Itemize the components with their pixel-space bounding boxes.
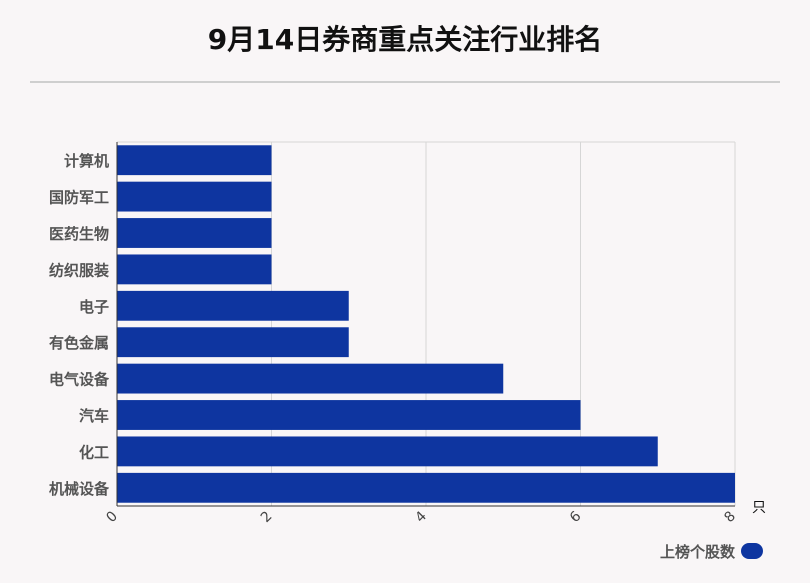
category-label: 计算机 [64,152,109,170]
bar[interactable] [117,436,658,467]
x-tick-label: 6 [567,508,585,526]
category-label: 机械设备 [49,480,110,498]
category-label: 有色金属 [49,334,109,352]
category-label: 化工 [79,443,109,461]
axes [116,142,735,507]
x-tick-label: 2 [258,508,276,526]
bar[interactable] [117,218,272,248]
title-divider [30,81,780,83]
bar[interactable] [117,327,349,358]
x-unit-label: 只 [752,500,766,516]
bar[interactable] [117,400,581,430]
legend-swatch [741,543,764,559]
bar[interactable] [117,290,349,321]
category-label: 电气设备 [49,371,110,389]
bar[interactable] [117,472,735,503]
x-tick-labels: 0 2 4 6 8 [103,508,739,526]
bar[interactable] [117,181,272,212]
bars [117,145,735,503]
category-label: 医药生物 [49,225,109,243]
x-tick-label: 0 [103,508,121,526]
category-label: 国防军工 [49,189,109,207]
bar[interactable] [117,363,504,394]
x-tick-label: 4 [412,508,430,526]
bar[interactable] [117,145,272,176]
category-label: 电子 [79,298,109,316]
chart-title: 9月14日券商重点关注行业排名 [207,23,603,56]
bar[interactable] [117,254,272,285]
x-tick-label: 8 [721,508,739,526]
category-label: 纺织服装 [49,261,110,279]
category-label: 汽车 [79,407,109,425]
legend-label: 上榜个股数 [660,542,736,561]
legend[interactable]: 上榜个股数 [660,540,764,562]
